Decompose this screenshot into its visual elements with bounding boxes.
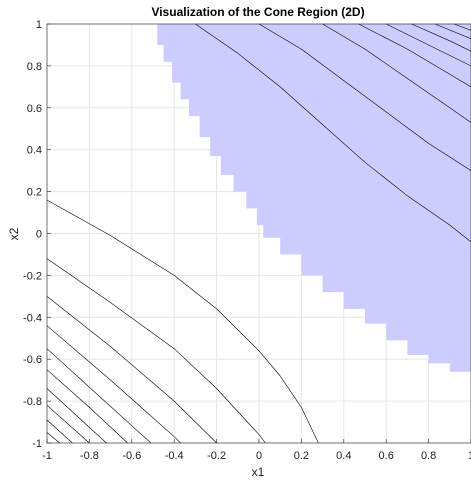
- contour-line: [46, 348, 152, 444]
- y-tick-label: 1: [36, 19, 42, 31]
- y-tick-label: 0: [36, 229, 42, 241]
- contour-line: [258, 23, 471, 171]
- contour-line: [46, 388, 107, 444]
- contour-line: [46, 405, 90, 444]
- y-tick-label: 0.2: [27, 187, 42, 199]
- contour-line: [322, 23, 471, 123]
- x-tick-label: 0: [256, 450, 262, 462]
- y-tick-label: -0.8: [23, 396, 42, 408]
- x-axis-ticks: -1 -0.8 -0.6 -0.4 -0.2 0 0.2 0.4 0.6 0.8 1: [42, 439, 471, 462]
- x-tick-label: 0.2: [294, 450, 309, 462]
- contour-line: [46, 432, 60, 444]
- x-tick-label: -0.6: [122, 450, 141, 462]
- contour-line: [46, 258, 266, 444]
- contour-line: [434, 23, 471, 39]
- y-axis-ticks: -1 -0.8 -0.6 -0.4 -0.2 0 0.2 0.4 0.6 0.8 1: [23, 19, 51, 450]
- y-axis-label: x2: [7, 227, 21, 240]
- plot-area: [46, 23, 471, 444]
- x-tick-label: -0.4: [165, 450, 184, 462]
- y-tick-label: -1: [32, 438, 42, 450]
- contour-line: [46, 199, 319, 444]
- y-tick-label: -0.4: [23, 312, 42, 324]
- contour-line: [46, 369, 128, 444]
- y-tick-label: -0.2: [23, 270, 42, 282]
- y-tick-label: -0.6: [23, 354, 42, 366]
- y-tick-label: 0.8: [27, 61, 42, 73]
- y-tick-label: 0.4: [27, 145, 42, 157]
- cone-region-area: [146, 24, 471, 376]
- x-tick-label: -0.8: [80, 450, 99, 462]
- contour-line: [46, 325, 181, 444]
- contour-line: [453, 23, 471, 31]
- contour-line: [195, 23, 471, 243]
- contour-line: [411, 23, 471, 52]
- chart-title: Visualization of the Cone Region (2D): [151, 5, 364, 19]
- x-tick-label: 0.4: [336, 450, 351, 462]
- contour-line: [46, 296, 217, 444]
- contour-line: [358, 23, 471, 88]
- contour-line: [386, 23, 471, 67]
- x-tick-label: -1: [42, 450, 52, 462]
- contour-layer: [46, 23, 471, 444]
- x-tick-label: 1: [468, 450, 471, 462]
- x-tick-label: 0.8: [421, 450, 436, 462]
- x-tick-label: 0.6: [379, 450, 394, 462]
- x-tick-label: -0.2: [207, 450, 226, 462]
- contour-line: [46, 419, 73, 444]
- y-tick-label: 0.6: [27, 103, 42, 115]
- x-axis-label: x1: [252, 465, 265, 479]
